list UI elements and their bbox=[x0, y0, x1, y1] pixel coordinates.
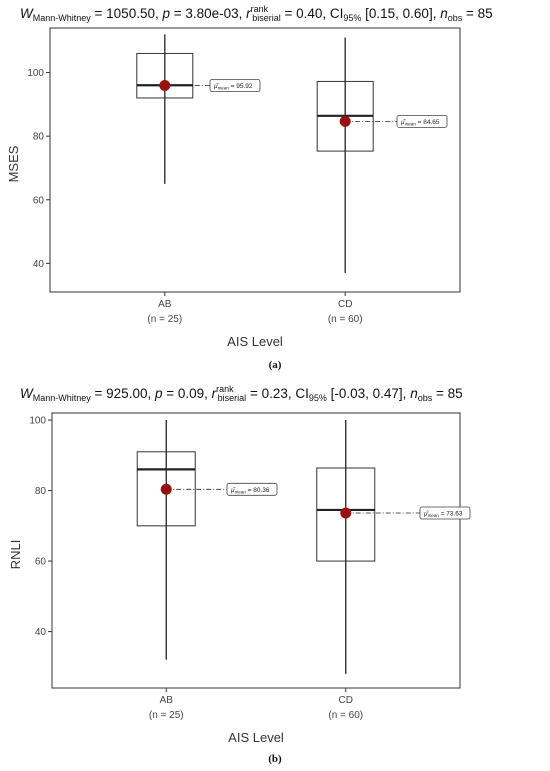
box-cd: μ̂mean = 73.63 bbox=[316, 420, 471, 674]
panel-a: WMann-Whitney = 1050.50, p = 3.80e-03, r… bbox=[6, 4, 493, 371]
title-p-value: = 0.09, bbox=[162, 386, 211, 401]
panel-caption: (b) bbox=[268, 753, 282, 765]
title-ci-value: [0.15, 0.60], bbox=[361, 6, 440, 21]
title-n: n bbox=[440, 6, 448, 21]
mean-label-sub: mean bbox=[235, 489, 247, 494]
title-n: n bbox=[410, 386, 418, 401]
y-tick-label: 40 bbox=[33, 259, 45, 270]
title-p: p bbox=[161, 6, 170, 21]
y-axis-label: RNLI bbox=[8, 540, 23, 570]
x-tick-label: CD bbox=[339, 695, 353, 706]
title-n-sub: obs bbox=[418, 393, 433, 403]
x-tick-sublabel: (n = 60) bbox=[328, 710, 363, 721]
title-r: r bbox=[246, 6, 251, 21]
box-cd: μ̂mean = 84.65 bbox=[316, 37, 448, 273]
y-axis-label: MSES bbox=[6, 145, 21, 182]
x-axis-label: AIS Level bbox=[227, 334, 283, 349]
x-tick-label: CD bbox=[338, 299, 352, 310]
x-tick-sublabel: (n = 25) bbox=[147, 314, 182, 325]
title-p: p bbox=[154, 386, 163, 401]
mean-label-mu: μ̂ bbox=[213, 83, 220, 90]
title-ci-sub: 95% bbox=[309, 393, 327, 403]
title-w-value: = 925.00, bbox=[91, 386, 155, 401]
mean-label-sub: mean bbox=[428, 513, 440, 518]
title-r-sub: biserial bbox=[252, 13, 281, 23]
y-tick-label: 60 bbox=[35, 557, 47, 568]
y-tick-label: 40 bbox=[35, 627, 47, 638]
title-r: r bbox=[212, 386, 217, 401]
mean-point bbox=[160, 483, 172, 495]
mean-label-box bbox=[396, 114, 448, 128]
mean-label-sub: mean bbox=[218, 86, 230, 91]
x-axis-label: AIS Level bbox=[228, 730, 284, 745]
mean-label: μ̂mean = 73.63 bbox=[423, 511, 463, 519]
mean-label-box bbox=[419, 506, 471, 520]
mean-label-mu: μ̂ bbox=[230, 487, 237, 494]
panel-b: WMann-Whitney = 925.00, p = 0.09, rrank b… bbox=[8, 384, 471, 765]
title-w-sub: Mann-Whitney bbox=[33, 13, 92, 23]
mean-label: μ̂mean = 80.36 bbox=[230, 487, 270, 495]
title-n-value: = 85 bbox=[432, 386, 462, 401]
mean-label-box bbox=[226, 482, 278, 496]
plot-frame bbox=[49, 27, 461, 293]
x-tick-label: AB bbox=[158, 299, 172, 310]
title-r-sub: biserial bbox=[218, 393, 247, 403]
x-tick-sublabel: (n = 60) bbox=[328, 314, 363, 325]
title-r-sup: rank bbox=[251, 4, 269, 14]
y-tick-label: 100 bbox=[29, 416, 46, 427]
box-ab: μ̂mean = 95.92 bbox=[136, 34, 261, 184]
panel-caption: (a) bbox=[269, 359, 282, 371]
title-r-sup: rank bbox=[216, 384, 234, 394]
mean-point bbox=[159, 80, 171, 92]
mean-point bbox=[340, 507, 352, 519]
title-ci-sub: 95% bbox=[343, 13, 361, 23]
title-n-value: = 85 bbox=[462, 6, 492, 21]
box-ab: μ̂mean = 80.36 bbox=[136, 420, 278, 660]
mean-label-mu: μ̂ bbox=[423, 511, 430, 518]
title-n-sub: obs bbox=[448, 13, 463, 23]
mean-label-box bbox=[209, 79, 261, 92]
title-ci-value: [-0.03, 0.47], bbox=[327, 386, 410, 401]
x-tick-label: AB bbox=[160, 695, 174, 706]
y-tick-label: 80 bbox=[35, 486, 47, 497]
mean-label-value: = 73.63 bbox=[439, 511, 463, 518]
mean-label-value: = 80.36 bbox=[246, 487, 270, 494]
mean-label: μ̂mean = 95.92 bbox=[213, 83, 253, 91]
y-tick-label: 100 bbox=[27, 68, 44, 79]
mean-label-value: = 84.65 bbox=[416, 119, 440, 126]
mean-point bbox=[339, 115, 351, 127]
mean-label-sub: mean bbox=[405, 121, 417, 126]
title-w: W bbox=[20, 6, 34, 21]
title-r-value: = 0.23, CI bbox=[246, 386, 309, 401]
y-tick-label: 80 bbox=[33, 132, 45, 143]
chart-title: WMann-Whitney = 1050.50, p = 3.80e-03, r… bbox=[20, 4, 493, 23]
x-tick-sublabel: (n = 25) bbox=[149, 710, 184, 721]
mean-label-mu: μ̂ bbox=[400, 119, 407, 126]
title-r-value: = 0.40, CI bbox=[281, 6, 344, 21]
plot-frame bbox=[51, 412, 461, 689]
title-p-value: = 3.80e-03, bbox=[170, 6, 246, 21]
y-tick-label: 60 bbox=[33, 195, 45, 206]
chart-title: WMann-Whitney = 925.00, p = 0.09, rrank b… bbox=[20, 384, 463, 403]
title-w: W bbox=[20, 386, 34, 401]
title-w-sub: Mann-Whitney bbox=[33, 393, 92, 403]
mean-label-value: = 95.92 bbox=[229, 83, 253, 90]
mean-label: μ̂mean = 84.65 bbox=[400, 119, 440, 127]
title-w-value: = 1050.50, bbox=[91, 6, 163, 21]
